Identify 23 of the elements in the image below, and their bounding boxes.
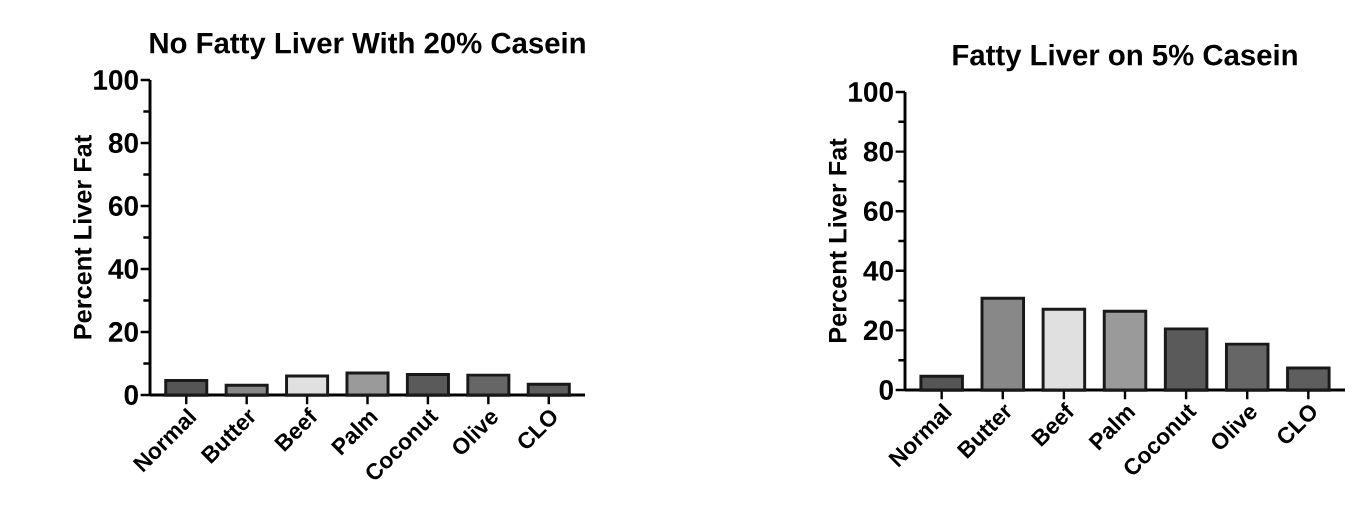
- bar: [919, 374, 964, 392]
- y-axis-title: Percent Liver Fat: [73, 135, 92, 339]
- bar: [1286, 366, 1331, 392]
- y-tick-label: 100: [849, 82, 893, 102]
- y-tick-label: 20: [108, 322, 138, 342]
- bar: [1041, 307, 1087, 392]
- bar: [1163, 327, 1209, 392]
- y-tick-label: 60: [863, 201, 893, 222]
- y-tick-label: 0: [879, 380, 893, 400]
- y-tick-label: 60: [108, 196, 138, 216]
- y-tick-label: 80: [863, 141, 893, 162]
- y-tick-label: 0: [124, 385, 138, 405]
- y-tick-label: 80: [108, 133, 138, 153]
- bar: [1102, 309, 1148, 392]
- bar: [980, 296, 1026, 392]
- chart-title: No Fatty Liver With 20% Casein: [150, 31, 585, 60]
- y-tick-label: 40: [863, 260, 893, 281]
- chart-title: Fatty Liver on 5% Casein: [953, 43, 1297, 72]
- y-tick-label: 20: [863, 320, 893, 341]
- bar: [1224, 342, 1270, 392]
- y-tick-label: 40: [108, 259, 138, 279]
- y-axis-title: Percent Liver Fat: [828, 138, 847, 343]
- y-tick-label: 100: [94, 70, 138, 90]
